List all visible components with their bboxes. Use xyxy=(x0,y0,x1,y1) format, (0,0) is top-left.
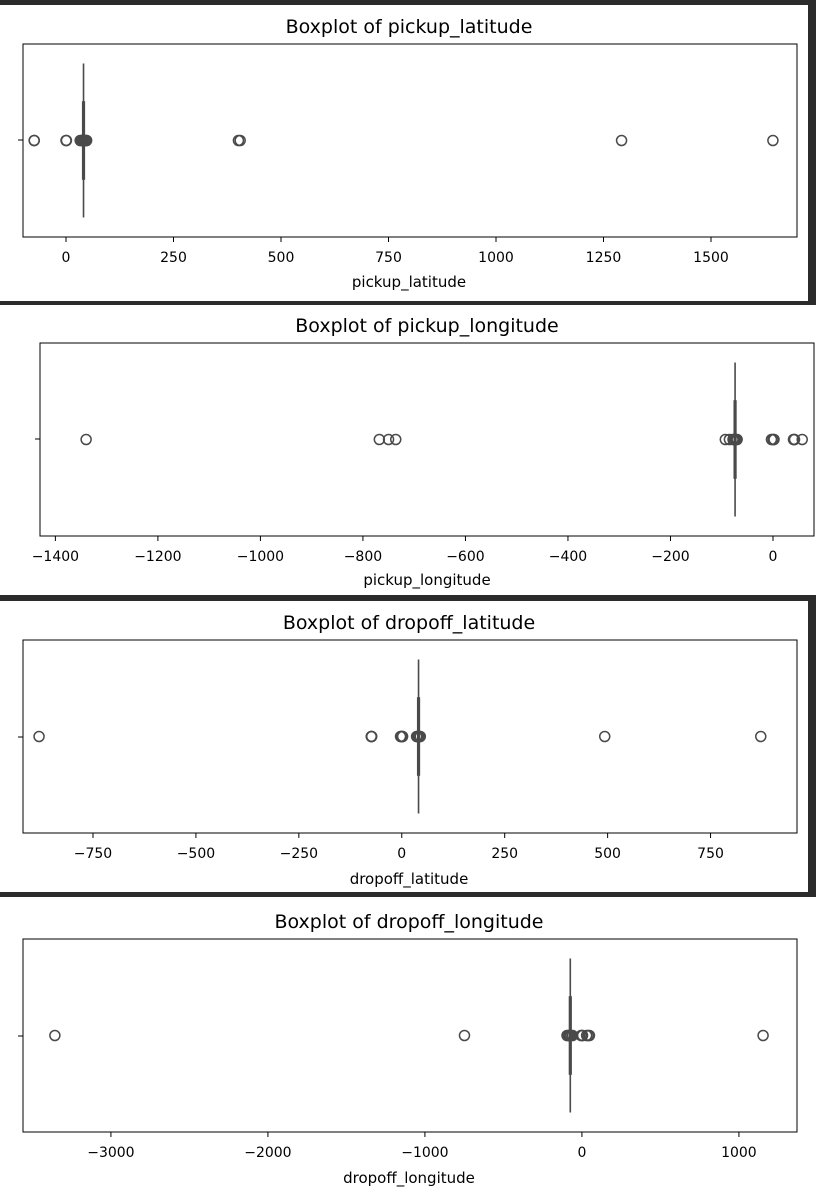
x-tick-label: 250 xyxy=(160,250,187,266)
outlier-point xyxy=(389,433,402,446)
x-tick-label: 1000 xyxy=(721,1145,757,1161)
x-tick-label: −200 xyxy=(651,549,689,565)
x-tick-label: −1000 xyxy=(401,1145,448,1161)
x-tick-label: 1000 xyxy=(478,250,514,266)
x-axis-label: pickup_latitude xyxy=(352,273,466,292)
x-tick-label: 500 xyxy=(594,846,621,862)
dropoff-latitude-panel: Boxplot of dropoff_latitude −750 −500 −250… xyxy=(0,601,808,892)
outlier-point xyxy=(723,433,736,446)
x-tick-label: 0 xyxy=(397,846,406,862)
pickup-latitude-boxplot-chart: Boxplot of pickup_latitude 0 250 500 750 100… xyxy=(18,16,798,292)
chart-title: Boxplot of dropoff_latitude xyxy=(283,612,535,634)
outlier-point xyxy=(49,1029,61,1042)
dropoff-latitude-boxplot-chart: Boxplot of dropoff_latitude −750 −500 −250… xyxy=(18,612,798,889)
outlier-point xyxy=(28,134,40,147)
plot-frame xyxy=(22,938,798,1133)
x-tick-label: −750 xyxy=(74,846,112,862)
x-ticks: 0 250 500 750 1000 1250 1500 xyxy=(62,237,729,266)
dropoff-longitude-boxplot-chart: Boxplot of dropoff_longitude −3000 −2000−… xyxy=(18,911,798,1188)
x-ticks: −1400 −1200 −1000 −800 −600 −400 −200 0 xyxy=(32,536,778,565)
outlier-point xyxy=(373,433,386,446)
outlier-point xyxy=(396,730,409,743)
pickup-longitude-boxplot-chart: Boxplot of pickup_longitude −1400 −1200 −1… xyxy=(32,315,815,590)
x-tick-label: −2000 xyxy=(244,1145,291,1161)
outlier-point xyxy=(365,730,378,743)
outlier-point xyxy=(33,730,45,743)
outlier-point xyxy=(414,730,427,743)
x-tick-label: −400 xyxy=(549,549,587,565)
outlier-point xyxy=(234,134,246,147)
plot-marks xyxy=(80,362,808,517)
x-tick-label: 750 xyxy=(375,250,402,266)
x-tick-label: −3000 xyxy=(87,1145,134,1161)
outlier-point xyxy=(731,433,743,446)
pickup-latitude-panel: Boxplot of pickup_latitude 0 250 500 750 100… xyxy=(0,5,808,301)
chart-title: Boxplot of pickup_longitude xyxy=(295,315,558,337)
plot-marks xyxy=(28,63,779,218)
x-tick-label: −600 xyxy=(446,549,484,565)
outlier-point xyxy=(768,433,780,446)
outlier-point xyxy=(755,730,767,743)
outlier-point xyxy=(458,1029,471,1042)
x-axis-label: dropoff_latitude xyxy=(350,870,469,889)
outlier-point xyxy=(382,433,395,446)
plot-frame xyxy=(22,639,798,834)
outlier-point xyxy=(788,433,801,446)
outlier-point xyxy=(80,134,93,147)
dropoff-longitude-panel: Boxplot of dropoff_longitude −3000 −2000−… xyxy=(0,897,816,1191)
x-tick-label: 0 xyxy=(577,1145,586,1161)
plot-frame xyxy=(22,43,798,238)
x-tick-label: −500 xyxy=(177,846,215,862)
chart-title: Boxplot of dropoff_longitude xyxy=(274,911,543,933)
x-tick-label: 1250 xyxy=(586,250,622,266)
outlier-point xyxy=(576,1029,589,1042)
x-tick-label: 0 xyxy=(769,549,778,565)
outlier-point xyxy=(60,134,73,147)
x-tick-label: −1400 xyxy=(32,549,79,565)
x-tick-label: −1000 xyxy=(237,549,284,565)
outlier-point xyxy=(757,1029,769,1042)
x-tick-label: 750 xyxy=(697,846,724,862)
chart-title: Boxplot of pickup_latitude xyxy=(286,16,533,38)
x-axis-label: dropoff_longitude xyxy=(343,1169,475,1188)
outlier-point xyxy=(80,433,92,446)
outlier-point xyxy=(615,134,628,147)
pickup-longitude-panel: Boxplot of pickup_longitude −1400 −1200 −1… xyxy=(0,305,816,595)
x-ticks: −750 −500 −250 0 250 500 750 xyxy=(74,833,724,862)
outlier-point xyxy=(598,730,611,743)
x-tick-label: 0 xyxy=(62,250,71,266)
x-tick-label: −1200 xyxy=(134,549,181,565)
x-tick-label: −800 xyxy=(344,549,382,565)
x-tick-label: 1500 xyxy=(693,250,729,266)
plot-frame xyxy=(39,342,815,537)
x-tick-label: 250 xyxy=(491,846,518,862)
x-axis-label: pickup_longitude xyxy=(363,571,490,590)
x-tick-label: 500 xyxy=(268,250,295,266)
plot-marks xyxy=(33,659,767,814)
outlier-point xyxy=(796,433,808,446)
outlier-point xyxy=(767,134,779,147)
x-tick-label: −250 xyxy=(280,846,318,862)
x-ticks: −3000 −2000 −1000 0 1000 xyxy=(87,1132,757,1161)
outlier-point xyxy=(583,1029,596,1042)
plot-marks xyxy=(49,958,769,1113)
